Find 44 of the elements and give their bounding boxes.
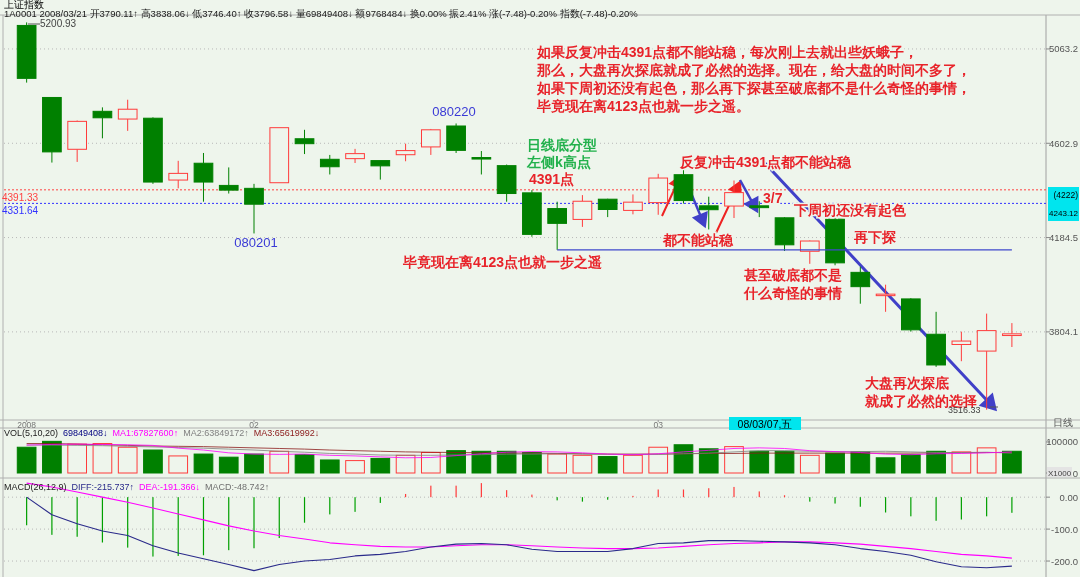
y-tick-label: 100000 [1046, 436, 1078, 448]
chart-subtitle: 1A0001 2008/03/21 开3790.11↑ 高3838.06↓ 低3746.40↑ 收3796.58↓ 量69849408↓ 额9768484↓ 换0.00% 振2.41% 涨(-7.48)-0.20% 指数(-7.48)-0.20% [4, 8, 639, 19]
y-tick-label: 4184.5 [1048, 232, 1078, 244]
y-tick-label: -100.0 [1051, 523, 1078, 535]
chart-title: 上证指数 [4, 0, 44, 10]
annotation: 如果反复冲击4391点都不能站稳，每次刚上去就出些妖蛾子，那么，大盘再次探底就成了必然的选择。现在，给大盘的时间不多了，如果下周初还没有起色，那么再下探甚至破底都不是什么奇怪的事情，毕竟现在离4123点也就一步之遥。 [536, 44, 971, 114]
ref-line-label: 4331.64 [2, 205, 39, 217]
series-label: 69849408↓ [63, 428, 108, 438]
series-label: MACD:-48.742↑ [205, 482, 270, 492]
text: 日线 [1053, 417, 1073, 428]
annotation: 4391点 [529, 171, 575, 187]
annotation: 大盘再次探底就成了必然的选择 [864, 375, 977, 409]
x-tick-label: 2008 [17, 419, 37, 430]
annotation: 日线底分型 [527, 137, 597, 153]
annotation: 都不能站稳 [662, 232, 734, 248]
annotation: 080220 [432, 104, 476, 119]
annotation: 再下探 [853, 229, 897, 245]
series-label: MA3:65619992↓ [253, 428, 320, 438]
annotation: 甚至破底都不是什么奇怪的事情 [743, 267, 842, 301]
annotation: 08/03/07,五 [737, 418, 793, 430]
annotation: 毕竟现在离4123点也就一步之遥 [402, 254, 603, 270]
chart-title: VOL(5,10,20) [4, 428, 59, 438]
annotation: 080201 [234, 235, 278, 250]
text: X1000 [1048, 469, 1072, 478]
annotation: 5200.93 [40, 18, 77, 29]
series-label: MA1:67827600↑ [112, 428, 179, 438]
ref-line-label: 4391.33 [2, 191, 39, 203]
annotation: 左侧k高点 [526, 154, 591, 170]
x-tick-label: 03 [653, 419, 664, 430]
text: (4222) [1053, 190, 1079, 200]
series-label: MA2:63849172↑ [183, 428, 249, 438]
y-tick-label: 0 [1072, 467, 1078, 479]
text: 4243.12 [1049, 209, 1079, 218]
text: DIFF:-215.737↑ [71, 482, 135, 492]
y-tick-label: 4602.9 [1048, 137, 1078, 149]
series-label: DEA:-191.366↓ [139, 482, 201, 492]
annotation: 反复冲击4391点都不能站稳 [679, 154, 853, 170]
annotation: 3/7 [763, 190, 783, 206]
y-tick-label: 0.00 [1059, 491, 1078, 503]
y-tick-label: -200.0 [1051, 555, 1078, 567]
y-tick-label: 3804.1 [1048, 326, 1078, 338]
annotation: 下周初还没有起色 [793, 202, 907, 218]
y-tick-label: 5063.2 [1048, 43, 1078, 55]
x-tick-label: 02 [249, 419, 259, 430]
